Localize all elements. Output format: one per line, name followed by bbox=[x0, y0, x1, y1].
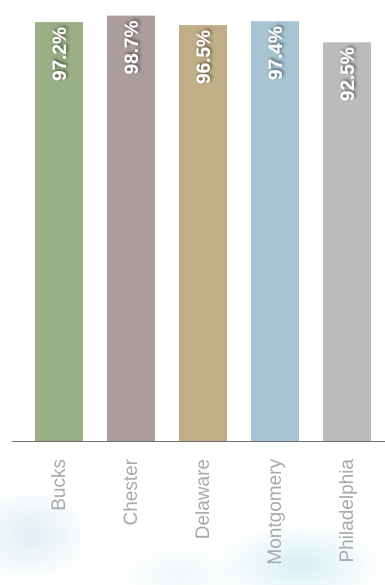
category-labels-group: Bucks Chester Delaware Montgomery Philadelph… bbox=[49, 458, 358, 564]
bar-philadelphia bbox=[323, 42, 371, 441]
bar-chester bbox=[107, 15, 155, 442]
bar-bucks bbox=[35, 22, 83, 442]
value-label-bucks: 97.2% bbox=[50, 27, 71, 81]
bar-delaware bbox=[179, 25, 227, 442]
value-label-montgomery: 97.4% bbox=[266, 26, 287, 80]
category-label-philadelphia: Philadelphia bbox=[337, 459, 358, 563]
category-label-montgomery: Montgomery bbox=[265, 459, 286, 565]
value-label-chester: 98.7% bbox=[122, 20, 143, 74]
value-labels-group: 97.2% 98.7% 96.5% 97.4% 92.5% bbox=[50, 20, 359, 101]
value-label-delaware: 96.5% bbox=[194, 30, 215, 84]
category-label-delaware: Delaware bbox=[193, 459, 214, 539]
category-label-bucks: Bucks bbox=[49, 459, 70, 511]
bars-group bbox=[35, 15, 371, 442]
bar-montgomery bbox=[251, 21, 299, 442]
value-label-philadelphia: 92.5% bbox=[338, 47, 359, 101]
category-label-chester: Chester bbox=[121, 458, 142, 525]
